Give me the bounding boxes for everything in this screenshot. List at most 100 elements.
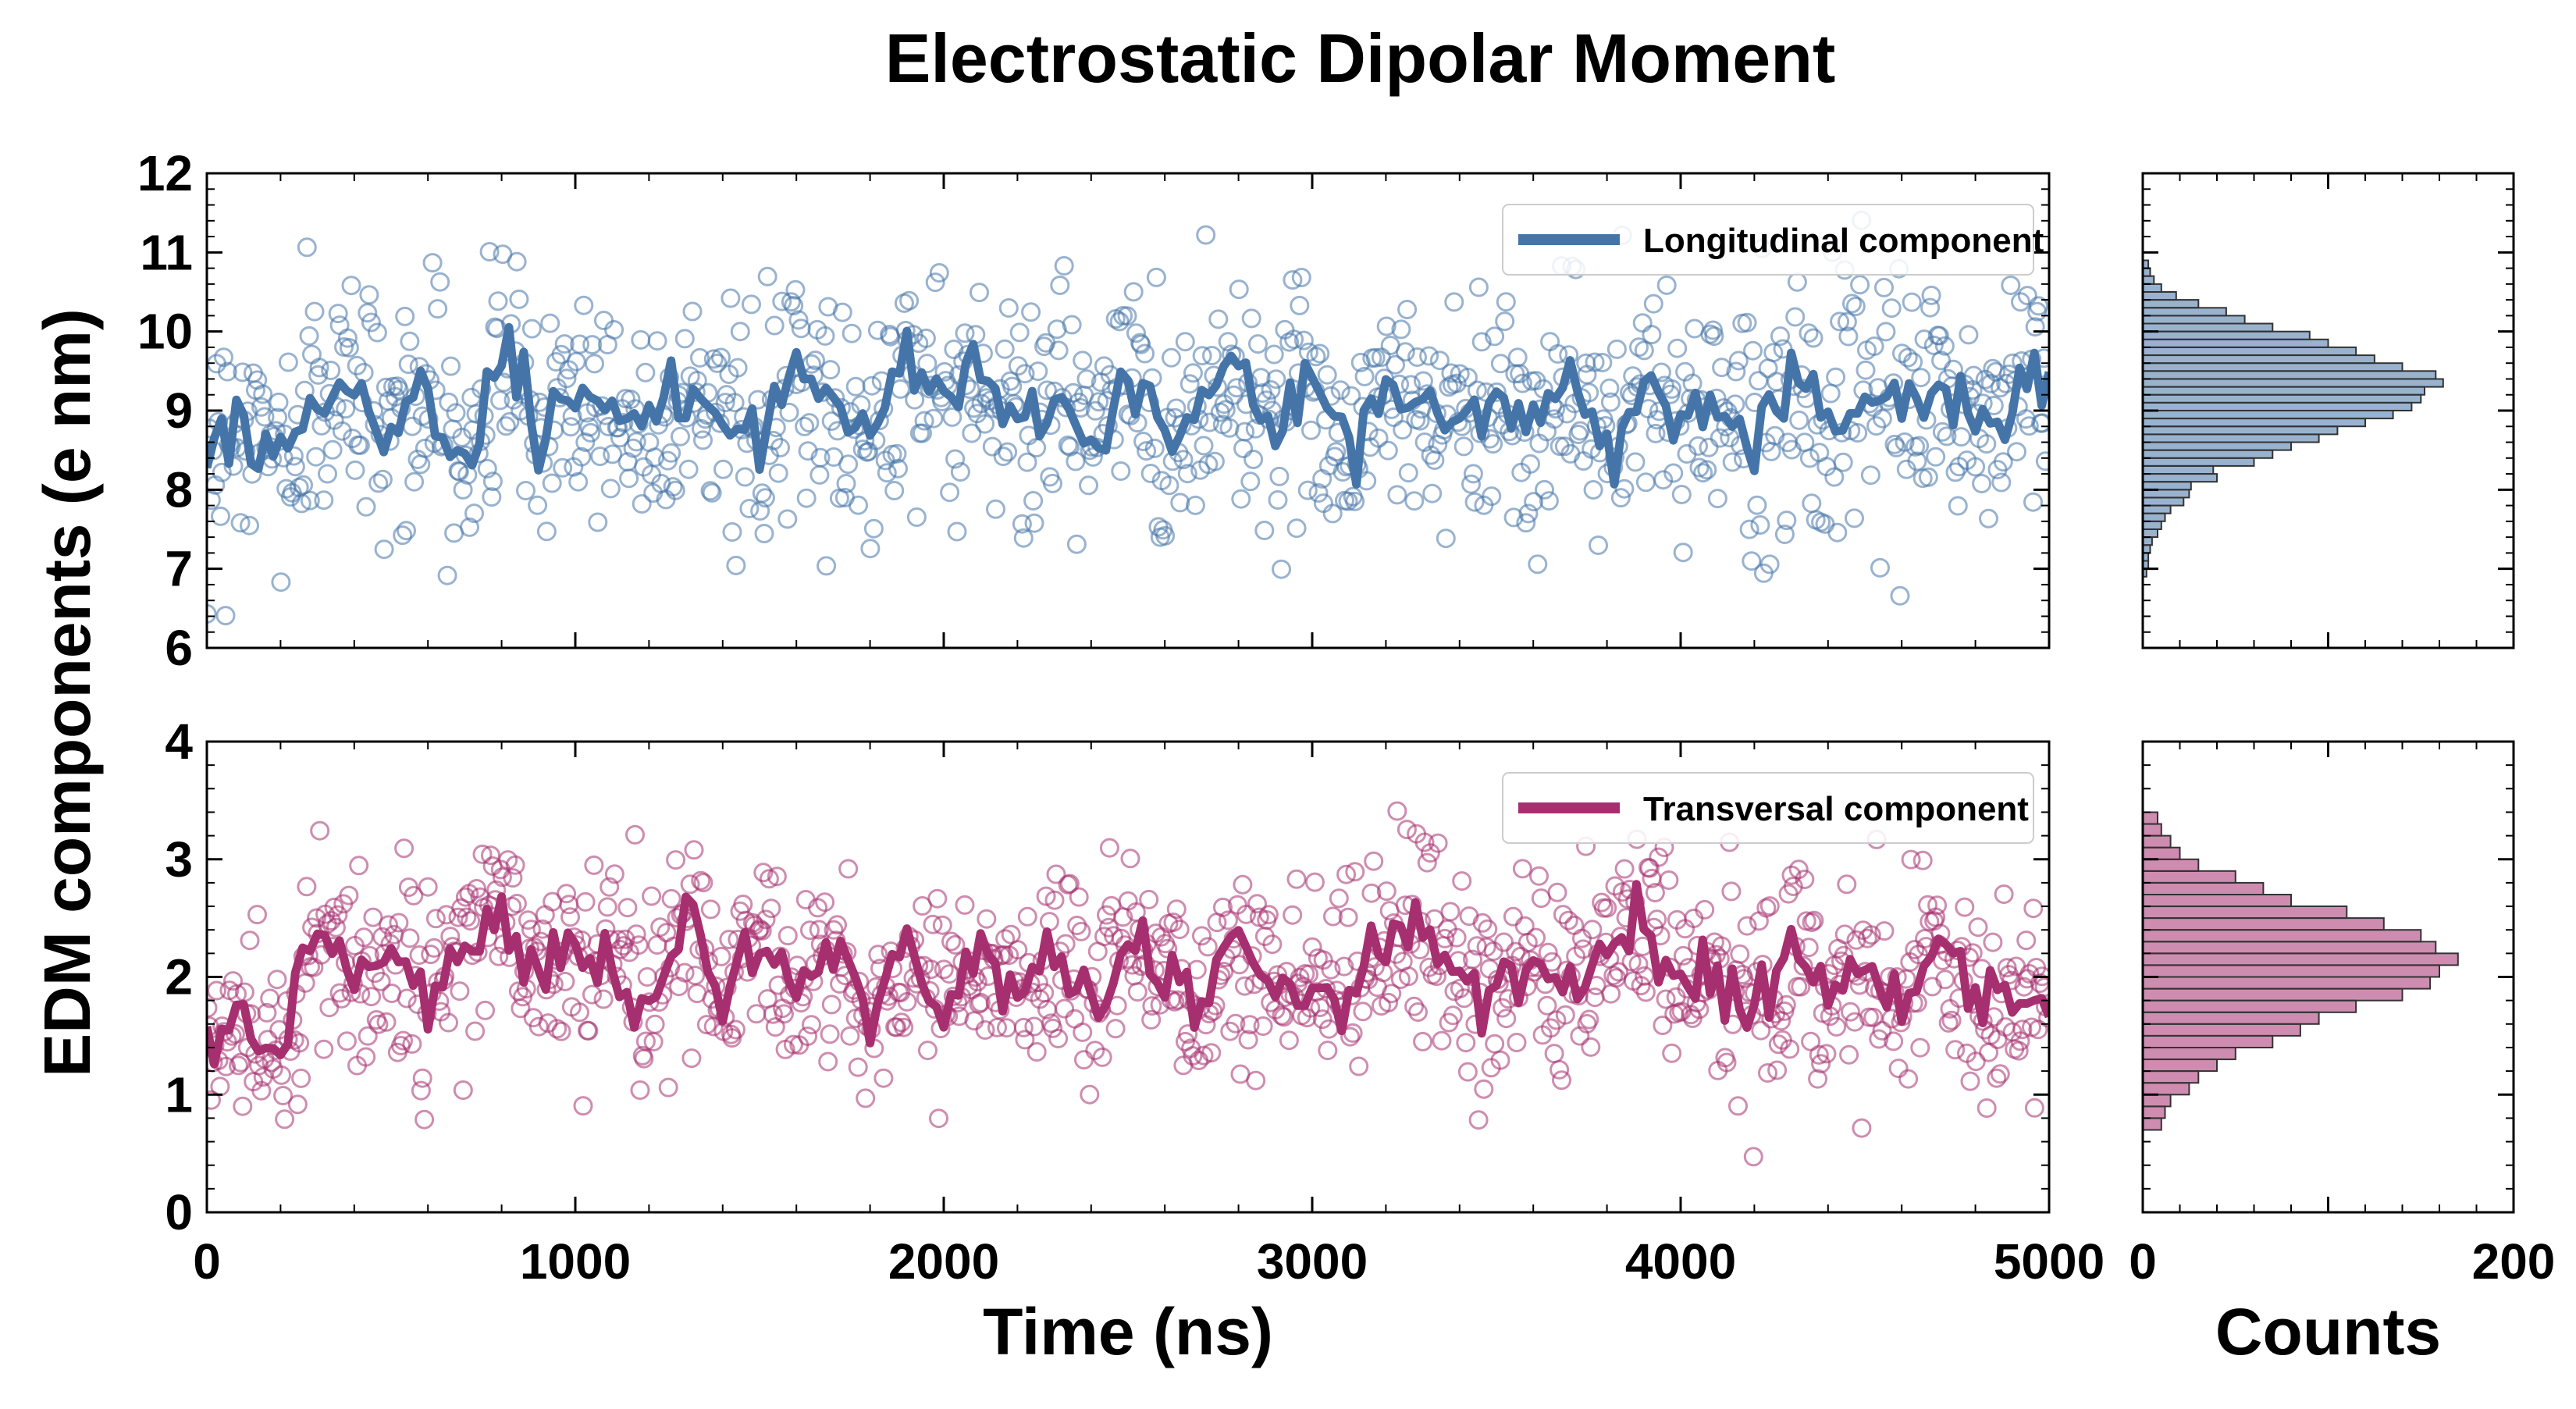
histogram-bar [2142,823,2162,837]
scatter-point [287,1094,308,1115]
scatter-point [1707,489,1727,509]
scatter-point [1991,472,2012,493]
scatter-point [240,930,260,951]
histogram-bar [2142,425,2339,436]
scatter-point [785,279,806,300]
scatter-point [724,393,745,413]
scatter-point [671,426,690,447]
scatter-point [1009,322,1030,343]
scatter-point [581,422,601,443]
scatter-point [1728,1096,1748,1116]
scatter-point [1111,461,1131,481]
scatter-point [1085,400,1105,421]
scatter-point [950,462,970,482]
scatter-point [356,496,376,517]
scatter-point [1910,1037,1930,1058]
scatter-point [1582,920,1603,940]
scatter-point [1606,339,1627,359]
scatter-point [614,413,634,433]
scatter-point [820,360,841,380]
scatter-point [1635,982,1656,1002]
scatter-point [2034,977,2049,998]
scatter-point [845,376,866,397]
scatter-point [249,1055,269,1076]
scatter-point [806,350,825,371]
scatter-point [1976,1098,1997,1118]
scatter-point [402,416,422,436]
scatter-point [1419,346,1439,366]
scatter-point [1248,334,1268,354]
scatter-point [1397,820,1417,840]
histogram-bar [2142,299,2200,309]
scatter-point [337,328,358,348]
scatter-point [1376,881,1397,902]
scatter-point [1918,467,1938,487]
scatter-point [862,375,882,396]
scatter-point [815,892,835,913]
scatter-point [278,352,298,372]
scatter-point [555,971,575,991]
scatter-point [1229,955,1250,975]
scatter-point [347,355,367,375]
scatter-point [509,289,529,309]
scatter-point [2007,442,2026,462]
histogram-bar [2142,401,2413,412]
scatter-point [818,1051,838,1072]
scatter-point [207,603,217,624]
scatter-point [584,855,604,875]
scatter-point [772,291,792,311]
scatter-point [1393,420,1413,440]
scatter-point [1528,554,1548,575]
scatter-point [1058,435,1078,455]
scatter-point [977,909,997,929]
scatter-point [585,354,604,374]
histogram-bar [2142,858,2200,872]
scatter-point [913,423,932,443]
scatter-point [389,913,409,933]
scatter-point [1787,272,1807,292]
scatter-point [1634,340,1654,361]
scatter-point [964,1011,984,1031]
scatter-point [1927,895,1948,916]
scatter-point [700,899,720,920]
scatter-point [1777,511,1797,531]
scatter-point [1446,927,1467,948]
y-tick-label: 8 [165,461,193,518]
scatter-point [1414,832,1435,852]
scatter-point [1452,871,1472,891]
scatter-point [1326,442,1347,462]
scatter-point [593,989,614,1009]
histogram-bar [2142,378,2444,388]
scatter-point [1600,392,1621,412]
scatter-point [1446,373,1467,393]
scatter-point [1444,292,1464,312]
scatter-point [1015,1030,1035,1050]
scatter-point [820,1024,840,1044]
scatter-point [685,966,706,986]
scatter-point [663,477,683,497]
scatter-point [1196,225,1216,245]
scatter-point [361,987,382,1007]
scatter-point [1601,984,1621,1004]
chart-title: Electrostatic Dipolar Moment [885,20,1836,97]
histogram-bar [2142,283,2162,293]
scatter-point [661,888,681,909]
scatter-point [1450,978,1470,998]
scatter-point [1142,996,1162,1016]
scatter-point [1490,1050,1510,1070]
scatter-point [594,311,614,330]
scatter-point [632,494,652,514]
scatter-point [1872,1020,1892,1041]
scatter-point [600,479,621,499]
scatter-point [666,850,686,870]
scatter-point [1929,326,1949,346]
scatter-point [1688,436,1708,456]
scatter-point [2016,930,2037,951]
scatter-point [630,1080,650,1100]
scatter-point [1073,1022,1093,1042]
scatter-point [1834,924,1855,945]
scatter-point [1208,309,1229,329]
scatter-point [1177,464,1197,484]
scatter-point [722,522,742,542]
scatter-point [490,390,511,411]
